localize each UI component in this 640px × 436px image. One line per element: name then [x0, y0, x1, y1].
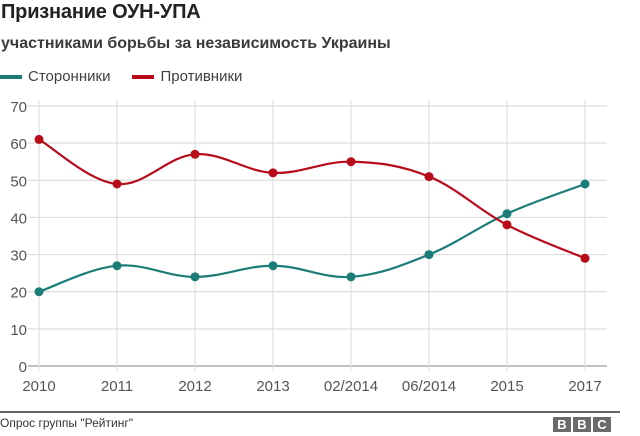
data-point	[112, 179, 122, 189]
data-point	[424, 250, 434, 260]
legend-label: Сторонники	[28, 68, 111, 85]
x-tick-label: 2017	[568, 378, 601, 395]
chart-subtitle: участниками борьбы за независимость Укра…	[1, 35, 391, 52]
data-point	[190, 272, 200, 282]
x-tick-label: 02/2014	[324, 378, 378, 395]
y-tick-label: 70	[10, 99, 27, 116]
source-note: Опрос группы "Рейтинг"	[0, 416, 133, 430]
y-tick-label: 50	[10, 173, 27, 190]
chart-series	[34, 134, 590, 297]
data-point	[424, 172, 434, 182]
chart-title: Признание ОУН-УПА	[1, 1, 201, 23]
y-tick-label: 30	[10, 248, 27, 265]
x-tick-label: 2012	[178, 378, 211, 395]
data-point	[268, 168, 278, 178]
line-chart: 0 10 20 30 40 50 60 70 2010 2011 2012 2013 02/2014 0…	[10, 99, 607, 395]
y-axis: 0 10 20 30 40 50 60 70	[10, 99, 27, 376]
legend-item-opponents: Противники	[132, 68, 242, 85]
logo-letter: C	[593, 417, 611, 432]
logo-letter: B	[573, 417, 591, 432]
x-tick-label: 2011	[101, 378, 133, 395]
data-point	[34, 287, 44, 297]
legend-swatch-red	[132, 74, 155, 79]
chart-grid	[28, 100, 607, 371]
y-tick-label: 0	[19, 359, 27, 376]
x-tick-label: 06/2014	[402, 378, 456, 395]
legend-swatch-teal	[0, 74, 22, 79]
data-point	[346, 272, 356, 282]
y-tick-label: 60	[10, 136, 27, 153]
x-axis: 2010 2011 2012 2013 02/2014 06/2014 2015 2017	[22, 378, 601, 395]
supporters-line	[38, 182, 586, 293]
x-tick-label: 2015	[490, 378, 523, 395]
legend-label: Противники	[160, 68, 243, 85]
x-tick-label: 2010	[22, 378, 55, 395]
logo-letter: B	[553, 417, 571, 432]
data-point	[502, 209, 512, 219]
y-tick-label: 10	[10, 322, 27, 339]
data-point	[346, 157, 356, 167]
legend-item-supporters: Сторонники	[0, 68, 110, 85]
data-point	[34, 134, 44, 144]
x-tick-label: 2013	[256, 378, 289, 395]
data-point	[268, 261, 278, 271]
data-point	[580, 253, 590, 263]
y-tick-label: 20	[10, 285, 27, 302]
data-point	[190, 149, 200, 159]
data-point	[580, 179, 590, 189]
legend: Сторонники Противники	[0, 68, 264, 85]
footer-divider	[0, 411, 620, 413]
opponents-line	[38, 138, 586, 260]
bbc-logo: B B C	[553, 417, 611, 432]
data-point	[502, 220, 512, 230]
y-tick-label: 40	[10, 210, 27, 227]
data-point	[112, 261, 122, 271]
